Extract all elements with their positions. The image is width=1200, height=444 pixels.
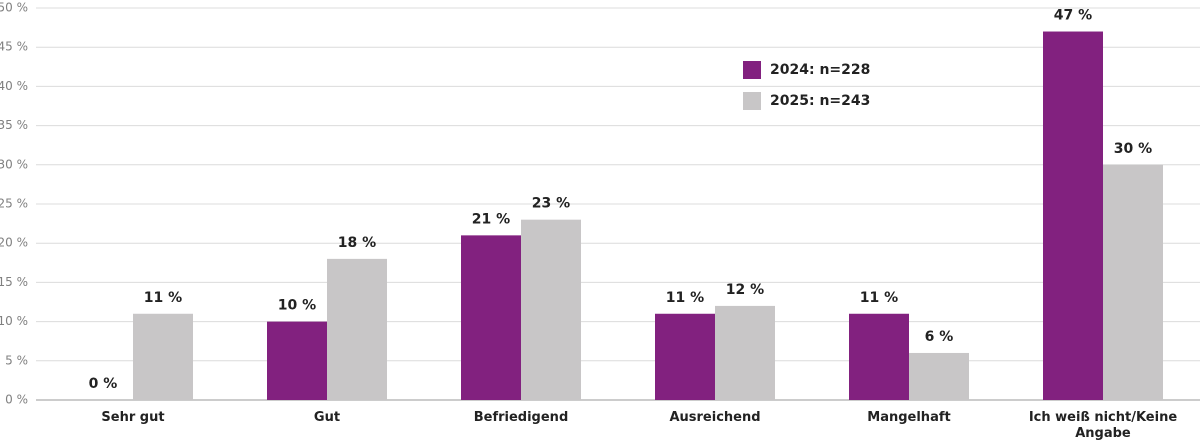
value-label: 11 %: [144, 290, 182, 306]
y-tick-label: 0 %: [5, 393, 28, 407]
bar: [1103, 164, 1163, 400]
y-tick-label: 30 %: [0, 157, 28, 171]
legend-label: 2025: n=243: [770, 93, 870, 109]
y-tick-label: 10 %: [0, 314, 28, 328]
bar: [715, 305, 775, 400]
y-tick-label: 40 %: [0, 79, 28, 93]
y-tick-label: 35 %: [0, 118, 28, 132]
value-label: 11 %: [666, 290, 704, 306]
bar: [521, 219, 581, 400]
bar: [267, 321, 327, 400]
bar: [327, 258, 387, 400]
y-tick-label: 25 %: [0, 197, 28, 211]
bar: [461, 235, 521, 400]
legend-swatch: [743, 92, 761, 110]
value-label: 10 %: [278, 298, 316, 314]
value-label: 12 %: [726, 282, 764, 298]
value-label: 0 %: [89, 376, 118, 392]
bar: [849, 313, 909, 400]
bar: [655, 313, 715, 400]
x-tick-label: Gut: [313, 410, 341, 425]
bar: [133, 313, 193, 400]
y-tick-label: 5 %: [5, 353, 28, 367]
y-tick-label: 15 %: [0, 275, 28, 289]
value-label: 6 %: [925, 329, 954, 345]
x-tick-label: Sehr gut: [101, 410, 165, 425]
x-tick-label: Ausreichend: [669, 410, 761, 425]
bar: [909, 352, 969, 400]
value-label: 18 %: [338, 235, 376, 251]
value-label: 21 %: [472, 211, 510, 227]
y-tick-label: 20 %: [0, 236, 28, 250]
y-tick-label: 45 %: [0, 40, 28, 54]
value-label: 30 %: [1114, 141, 1152, 157]
y-tick-label: 50 %: [0, 1, 28, 15]
x-tick-label: Mangelhaft: [867, 410, 951, 425]
legend-label: 2024: n=228: [770, 62, 870, 78]
value-label: 11 %: [860, 290, 898, 306]
value-label: 23 %: [532, 196, 570, 212]
x-tick-label: Befriedigend: [473, 410, 569, 425]
x-tick-label: Ich weiß nicht/Keine Angabe: [1028, 410, 1178, 441]
legend-swatch: [743, 61, 761, 79]
value-label: 47 %: [1054, 8, 1092, 24]
bar: [1043, 31, 1103, 401]
